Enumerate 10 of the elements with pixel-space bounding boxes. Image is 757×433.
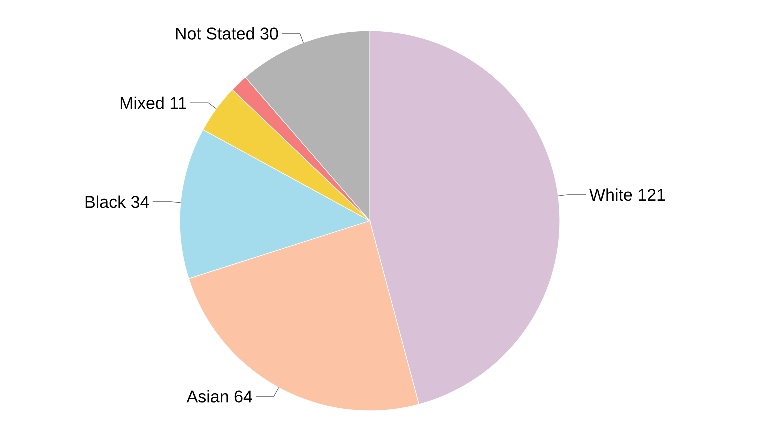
slice-label: Asian bbox=[186, 390, 228, 403]
data-label: 34 bbox=[131, 196, 150, 208]
slice-label: Black bbox=[86, 196, 126, 208]
data-label: 121 bbox=[638, 189, 666, 201]
data-label: 30 bbox=[260, 28, 278, 40]
slice-label: White bbox=[590, 188, 632, 202]
data-label: 64 bbox=[234, 390, 252, 403]
slice-label: Not Stated bbox=[176, 27, 254, 40]
slice-label: Mixed bbox=[120, 96, 164, 110]
data-label: 11 bbox=[170, 97, 186, 110]
